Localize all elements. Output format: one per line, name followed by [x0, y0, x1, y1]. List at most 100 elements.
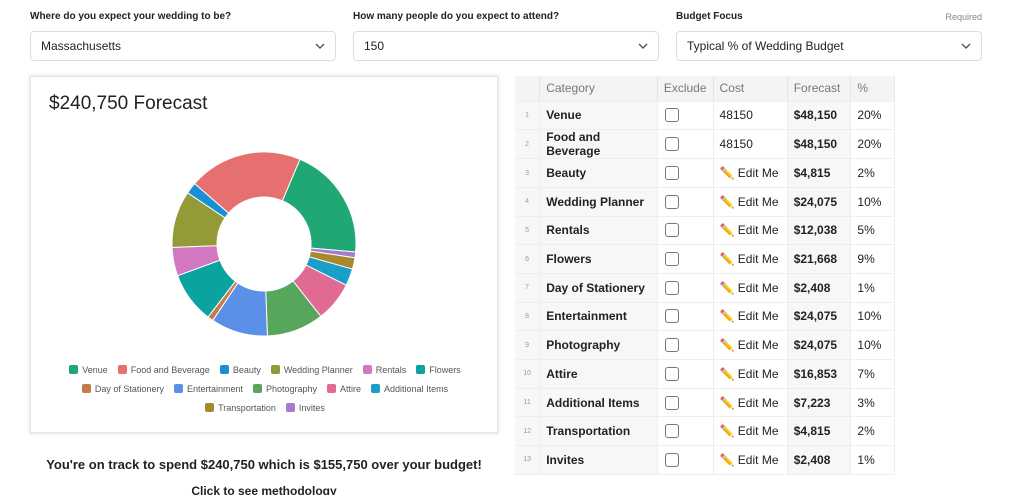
exclude-cell	[657, 302, 714, 332]
cost-cell[interactable]: ✏️ Edit Me	[713, 388, 788, 418]
exclude-cell	[657, 244, 714, 274]
percent-cell: 10%	[850, 302, 895, 332]
legend-item: Venue	[69, 364, 108, 375]
table-row: 6 Flowers ✏️ Edit Me $21,668 9%	[515, 244, 895, 274]
category-cell: Wedding Planner	[539, 187, 658, 217]
category-cell: Entertainment	[539, 302, 658, 332]
exclude-checkbox[interactable]	[664, 166, 679, 181]
row-index: 5	[515, 216, 541, 246]
cost-cell[interactable]: ✏️ Edit Me	[713, 216, 788, 246]
summary-message: You're on track to spend $240,750 which …	[46, 457, 482, 472]
exclude-cell	[657, 359, 714, 389]
legend-label: Venue	[82, 364, 108, 375]
cost-cell[interactable]: ✏️ Edit Me	[713, 187, 788, 217]
exclude-cell	[657, 416, 714, 447]
index-header	[515, 76, 541, 102]
exclude-checkbox[interactable]	[664, 223, 679, 238]
legend-item: Attire	[327, 383, 361, 394]
table-row: 8 Entertainment ✏️ Edit Me $24,075 10%	[515, 302, 895, 332]
row-index: 4	[515, 187, 541, 217]
legend-label: Additional Items	[384, 383, 449, 394]
chevron-icon	[961, 43, 971, 49]
exclude-checkbox[interactable]	[664, 137, 679, 152]
forecast-cell: $24,075	[787, 302, 852, 332]
exclude-checkbox[interactable]	[664, 280, 679, 295]
exclude-cell	[657, 187, 714, 217]
legend: Venue Food and Beverage Beauty Wedding Plan…	[53, 364, 477, 413]
forecast-cell: $48,150	[787, 129, 852, 160]
exclude-checkbox[interactable]	[664, 452, 679, 467]
table-row: 12 Transportation ✏️ Edit Me $4,815 2%	[515, 416, 895, 447]
table-row: 4 Wedding Planner ✏️ Edit Me $24,075 10%	[515, 187, 895, 217]
percent-cell: 7%	[850, 359, 895, 389]
cost-cell[interactable]: 48150	[713, 129, 788, 160]
row-index: 9	[515, 330, 541, 360]
cost-cell[interactable]: ✏️ Edit Me	[713, 273, 788, 303]
cost-cell[interactable]: ✏️ Edit Me	[713, 158, 788, 188]
field-label: Where do you expect your wedding to be?	[30, 11, 232, 22]
exclude-cell	[657, 158, 714, 188]
methodology-link[interactable]: Click to see methodology	[191, 484, 337, 495]
legend-swatch	[69, 365, 79, 374]
row-index: 3	[515, 158, 541, 188]
category-cell: Invites	[539, 445, 658, 475]
exclude-checkbox[interactable]	[664, 108, 679, 123]
row-index: 11	[515, 388, 541, 418]
legend-label: Entertainment	[186, 383, 243, 394]
legend-label: Day of Stationery	[94, 383, 164, 394]
donut-chart	[171, 151, 357, 337]
row-index: 6	[515, 244, 541, 274]
row-index: 1	[515, 101, 541, 131]
percent-cell: 3%	[850, 388, 895, 418]
table-row: 13 Invites ✏️ Edit Me $2,408 1%	[515, 445, 895, 475]
exclude-checkbox[interactable]	[664, 338, 679, 353]
legend-item: Invites	[285, 402, 325, 413]
cost-cell[interactable]: ✏️ Edit Me	[713, 416, 788, 447]
row-index: 8	[515, 302, 541, 332]
forecast-cell: $12,038	[787, 216, 852, 246]
legend-label: Attire	[340, 383, 362, 394]
legend-swatch	[117, 365, 127, 374]
forecast-cell: $2,408	[787, 445, 852, 475]
column-header: Exclude	[657, 76, 714, 102]
row-index: 7	[515, 273, 541, 303]
exclude-checkbox[interactable]	[664, 424, 679, 439]
exclude-cell	[657, 388, 714, 418]
exclude-cell	[657, 445, 714, 475]
legend-swatch	[81, 384, 91, 393]
exclude-checkbox[interactable]	[664, 252, 679, 267]
field-label: How many people do you expect to attend?	[353, 11, 560, 22]
cost-cell[interactable]: ✏️ Edit Me	[713, 445, 788, 475]
forecast-cell: $24,075	[787, 187, 852, 217]
percent-cell: 1%	[850, 445, 895, 475]
table-row: 10 Attire ✏️ Edit Me $16,853 7%	[515, 359, 895, 389]
chevron	[961, 43, 971, 49]
category-cell: Attire	[539, 359, 658, 389]
cost-cell[interactable]: ✏️ Edit Me	[713, 359, 788, 389]
forecast-cell: $4,815	[787, 158, 852, 188]
legend-swatch	[285, 403, 295, 412]
legend-swatch	[205, 403, 215, 412]
select-box[interactable]: Massachusetts	[30, 31, 336, 61]
cost-cell[interactable]: ✏️ Edit Me	[713, 302, 788, 332]
percent-cell: 5%	[850, 216, 895, 246]
exclude-checkbox[interactable]	[664, 366, 679, 381]
exclude-checkbox[interactable]	[664, 395, 679, 410]
select-box[interactable]: 150	[353, 31, 659, 61]
legend-item: Beauty	[219, 364, 261, 375]
exclude-checkbox[interactable]	[664, 309, 679, 324]
legend-label: Beauty	[232, 364, 261, 375]
percent-cell: 1%	[850, 273, 895, 303]
exclude-checkbox[interactable]	[664, 194, 679, 209]
legend-swatch	[362, 365, 372, 374]
cost-cell[interactable]: ✏️ Edit Me	[713, 244, 788, 274]
legend-swatch	[327, 384, 337, 393]
cost-cell[interactable]: ✏️ Edit Me	[713, 330, 788, 360]
forecast-cell: $24,075	[787, 330, 852, 360]
legend-item: Wedding Planner	[270, 364, 353, 375]
percent-cell: 2%	[850, 158, 895, 188]
select-box[interactable]: Typical % of Wedding Budget	[676, 31, 982, 61]
percent-cell: 20%	[850, 129, 895, 160]
cost-cell[interactable]: 48150	[713, 101, 788, 131]
percent-cell: 20%	[850, 101, 895, 131]
